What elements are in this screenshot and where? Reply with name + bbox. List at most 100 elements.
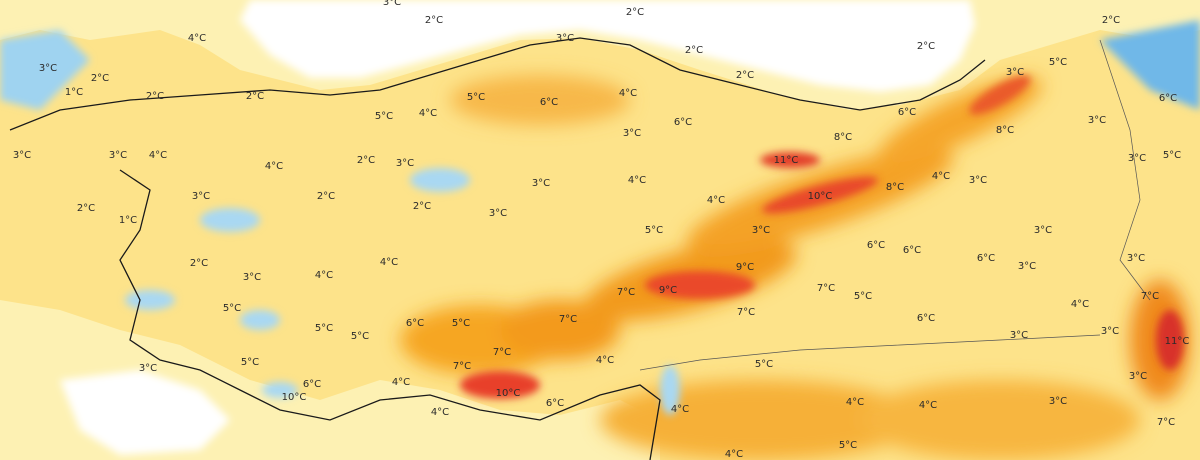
temperature-label: 7°C [1157, 417, 1175, 428]
temperature-label: 7°C [617, 287, 635, 298]
temperature-label: 6°C [1159, 93, 1177, 104]
temperature-label: 4°C [707, 195, 725, 206]
temperature-label: 9°C [736, 262, 754, 273]
temperature-label: 9°C [659, 285, 677, 296]
temperature-label: 2°C [246, 91, 264, 102]
temperature-label: 6°C [540, 97, 558, 108]
temperature-label: 5°C [315, 323, 333, 334]
temperature-label: 4°C [431, 407, 449, 418]
temperature-label: 5°C [839, 440, 857, 451]
temperature-label: 6°C [977, 253, 995, 264]
temperature-label: 3°C [1010, 330, 1028, 341]
temperature-label: 1°C [119, 215, 137, 226]
temperature-label: 3°C [556, 33, 574, 44]
temperature-label: 4°C [919, 400, 937, 411]
temperature-label: 2°C [91, 73, 109, 84]
temperature-label: 4°C [315, 270, 333, 281]
temperature-label: 2°C [317, 191, 335, 202]
temperature-label: 4°C [628, 175, 646, 186]
temperature-label: 3°C [532, 178, 550, 189]
temperature-label: 3°C [752, 225, 770, 236]
temperature-label: 3°C [1088, 115, 1106, 126]
temperature-label: 6°C [546, 398, 564, 409]
temperature-label: 5°C [645, 225, 663, 236]
temperature-label: 4°C [725, 449, 743, 460]
temperature-label: 4°C [392, 377, 410, 388]
hot-spots [460, 75, 1184, 399]
temperature-label: 11°C [774, 155, 799, 166]
temperature-label: 2°C [685, 45, 703, 56]
temperature-label: 3°C [383, 0, 401, 8]
temperature-label: 6°C [867, 240, 885, 251]
temperature-label: 3°C [139, 363, 157, 374]
temperature-label: 8°C [834, 132, 852, 143]
temperature-label: 3°C [1006, 67, 1024, 78]
temperature-label: 3°C [1018, 261, 1036, 272]
temperature-label: 7°C [453, 361, 471, 372]
temperature-label: 6°C [674, 117, 692, 128]
temperature-label: 4°C [380, 257, 398, 268]
temperature-label: 4°C [932, 171, 950, 182]
temperature-label: 5°C [854, 291, 872, 302]
temperature-label: 5°C [241, 357, 259, 368]
temperature-label: 2°C [917, 41, 935, 52]
temperature-label: 10°C [808, 191, 833, 202]
temperature-label: 4°C [419, 108, 437, 119]
temperature-label: 3°C [243, 272, 261, 283]
temperature-label: 5°C [1163, 150, 1181, 161]
temperature-label: 3°C [969, 175, 987, 186]
temperature-label: 1°C [65, 87, 83, 98]
temperature-label: 11°C [1165, 336, 1190, 347]
temperature-label: 3°C [192, 191, 210, 202]
temperature-label: 2°C [736, 70, 754, 81]
temperature-label: 4°C [846, 397, 864, 408]
temperature-label: 2°C [357, 155, 375, 166]
temperature-label: 8°C [996, 125, 1014, 136]
temperature-label: 3°C [1129, 371, 1147, 382]
temperature-label: 5°C [467, 92, 485, 103]
temperature-label: 4°C [188, 33, 206, 44]
temperature-label: 6°C [917, 313, 935, 324]
temperature-label: 3°C [1049, 396, 1067, 407]
temperature-label: 3°C [1101, 326, 1119, 337]
temperature-label: 4°C [596, 355, 614, 366]
temperature-label: 6°C [898, 107, 916, 118]
temperature-label: 8°C [886, 182, 904, 193]
temperature-labels: 3°C 4°C 2°C 1°C 2°C 2°C 2°C 3°C 2°C 3°C 2°C 2°C 2°C 2… [13, 0, 1190, 460]
temperature-label: 3°C [109, 150, 127, 161]
temperature-label: 2°C [146, 91, 164, 102]
temperature-label: 6°C [406, 318, 424, 329]
temperature-label: 7°C [737, 307, 755, 318]
temperature-label: 3°C [1034, 225, 1052, 236]
temperature-label: 5°C [375, 111, 393, 122]
temperature-label: 2°C [425, 15, 443, 26]
temperature-label: 4°C [265, 161, 283, 172]
temperature-label: 3°C [623, 128, 641, 139]
temperature-label: 4°C [619, 88, 637, 99]
temperature-label: 7°C [559, 314, 577, 325]
temperature-label: 2°C [77, 203, 95, 214]
temperature-label: 4°C [671, 404, 689, 415]
temperature-label: 7°C [817, 283, 835, 294]
temperature-label: 3°C [13, 150, 31, 161]
temperature-label: 5°C [755, 359, 773, 370]
temperature-label: 3°C [1127, 253, 1145, 264]
borders [639, 39, 1151, 371]
temperature-label: 2°C [190, 258, 208, 269]
temperature-label: 2°C [1102, 15, 1120, 26]
temperature-label: 3°C [396, 158, 414, 169]
temperature-label: 2°C [413, 201, 431, 212]
temperature-label: 4°C [1071, 299, 1089, 310]
temperature-label: 5°C [351, 331, 369, 342]
temperature-label: 6°C [903, 245, 921, 256]
temperature-label: 10°C [282, 392, 307, 403]
temperature-label: 10°C [496, 388, 521, 399]
temperature-label: 5°C [452, 318, 470, 329]
temperature-label: 7°C [493, 347, 511, 358]
temperature-label: 3°C [1128, 153, 1146, 164]
temperature-label: 4°C [149, 150, 167, 161]
temperature-label: 5°C [1049, 57, 1067, 68]
temperature-label: 6°C [303, 379, 321, 390]
